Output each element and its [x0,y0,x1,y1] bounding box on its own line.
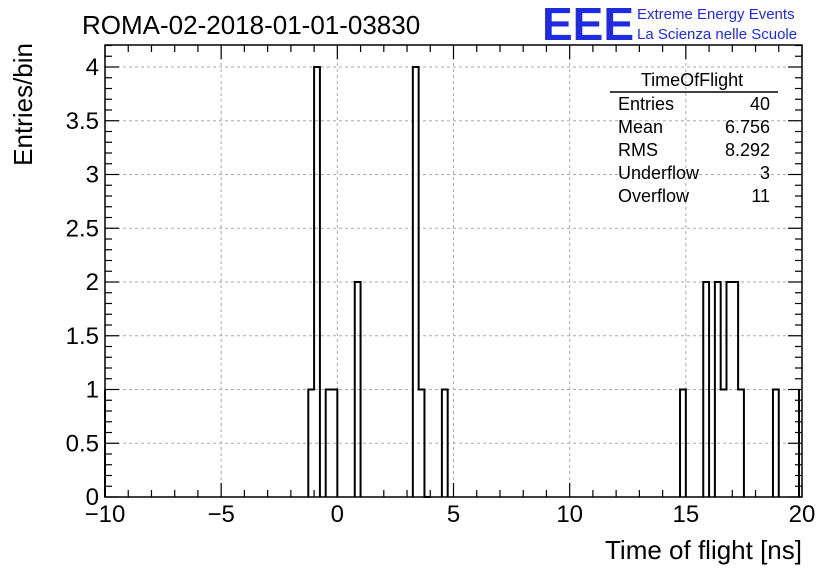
stats-value-entries: 40 [750,94,770,114]
axis-ticks [104,44,803,498]
y-tick-label: 3.5 [66,108,99,135]
stats-value-mean: 6.756 [725,117,770,137]
stats-box: TimeOfFlight Entries 40 Mean 6.756 RMS 8.292 U… [610,70,778,206]
x-tick-label: 20 [789,501,816,528]
y-tick-labels: 0 0.5 1 1.5 2 2.5 3 3.5 4 [66,54,99,511]
stats-label-mean: Mean [618,117,663,137]
eee-logo: EEE [542,0,634,50]
stats-label-underflow: Underflow [618,163,700,183]
y-tick-label: 0.5 [66,430,99,457]
y-tick-label: 2.5 [66,215,99,242]
y-tick-label: 1.5 [66,323,99,350]
stats-value-rms: 8.292 [725,140,770,160]
x-tick-label: 0 [331,501,344,528]
x-tick-label: 5 [447,501,460,528]
logo-subtitle-line1: Extreme Energy Events [637,6,795,23]
y-tick-label: 2 [86,269,99,296]
grid-lines [105,45,802,497]
stats-value-overflow: 11 [751,186,770,206]
y-tick-label: 0 [86,484,99,511]
y-tick-label: 4 [86,54,99,81]
stats-label-rms: RMS [618,140,658,160]
stats-value-underflow: 3 [760,163,770,183]
run-title: ROMA-02-2018-01-01-03830 [82,10,420,40]
x-tick-label: −10 [85,501,126,528]
y-tick-label: 3 [86,162,99,189]
logo-subtitle-line2: La Scienza nelle Scuole [637,26,797,43]
y-axis-title: Entries/bin [8,43,38,166]
y-tick-label: 1 [86,377,99,404]
stats-label-overflow: Overflow [618,186,690,206]
stats-title: TimeOfFlight [641,70,743,90]
x-tick-label: 10 [556,501,583,528]
x-axis-title: Time of flight [ns] [605,535,802,565]
stats-label-entries: Entries [618,94,674,114]
x-tick-label: −5 [207,501,234,528]
x-tick-label: 15 [672,501,699,528]
x-tick-labels: −10 −5 0 5 10 15 20 [85,501,816,528]
